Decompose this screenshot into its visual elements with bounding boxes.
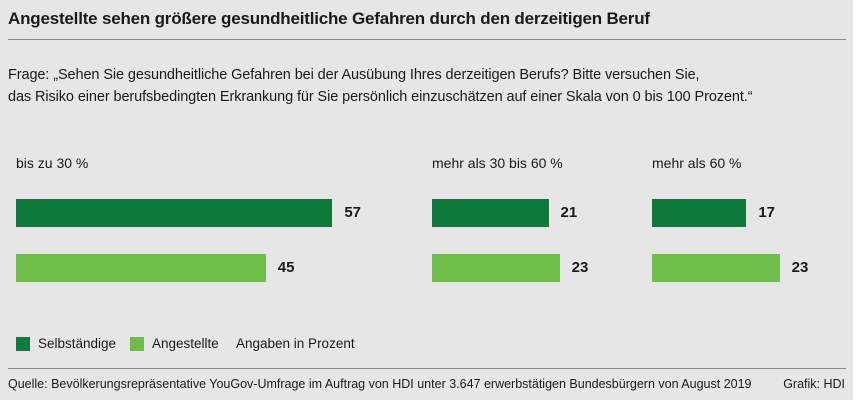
title-divider [8, 39, 846, 40]
bar-value-selbstaendige-3: 17 [758, 204, 776, 221]
footer-divider [8, 368, 846, 369]
bar-selbstaendige-3 [652, 199, 747, 227]
legend-label-angestellte: Angestellte [152, 336, 219, 351]
legend-item-selbstaendige: Selbständige [16, 336, 116, 351]
bar-value-angestellte-1: 45 [277, 259, 295, 276]
chart-title: Angestellte sehen größere gesundheitlich… [8, 9, 650, 28]
bar-selbstaendige-2 [432, 199, 549, 227]
bar-selbstaendige-1 [16, 199, 333, 227]
question-line-2: das Risiko einer berufsbedingten Erkrank… [8, 89, 753, 105]
survey-question: Frage: „Sehen Sie gesundheitliche Gefahr… [8, 64, 838, 108]
graphic-credit: Grafik: HDI [783, 377, 845, 391]
group-label-1: bis zu 30 % [16, 155, 89, 171]
legend-item-angestellte: Angestellte [130, 336, 219, 351]
group-label-3: mehr als 60 % [652, 155, 742, 171]
legend-note: Angaben in Prozent [236, 336, 355, 351]
bar-angestellte-1 [16, 254, 266, 282]
source-note: Quelle: Bevölkerungsrepräsentative YouGo… [8, 377, 752, 391]
bar-angestellte-2 [432, 254, 560, 282]
bar-value-selbstaendige-1: 57 [344, 204, 362, 221]
bar-angestellte-3 [652, 254, 780, 282]
right-margin [853, 0, 859, 400]
legend-note-text: Angaben in Prozent [236, 336, 355, 351]
bar-value-selbstaendige-2: 21 [560, 204, 578, 221]
group-label-2: mehr als 30 bis 60 % [432, 155, 563, 171]
legend-swatch-selbstaendige [16, 336, 30, 351]
question-line-1: Frage: „Sehen Sie gesundheitliche Gefahr… [8, 67, 700, 83]
legend-label-selbstaendige: Selbständige [38, 336, 117, 351]
legend-swatch-angestellte [130, 336, 144, 351]
bar-value-angestellte-3: 23 [791, 259, 809, 276]
bar-value-angestellte-2: 23 [571, 259, 589, 276]
